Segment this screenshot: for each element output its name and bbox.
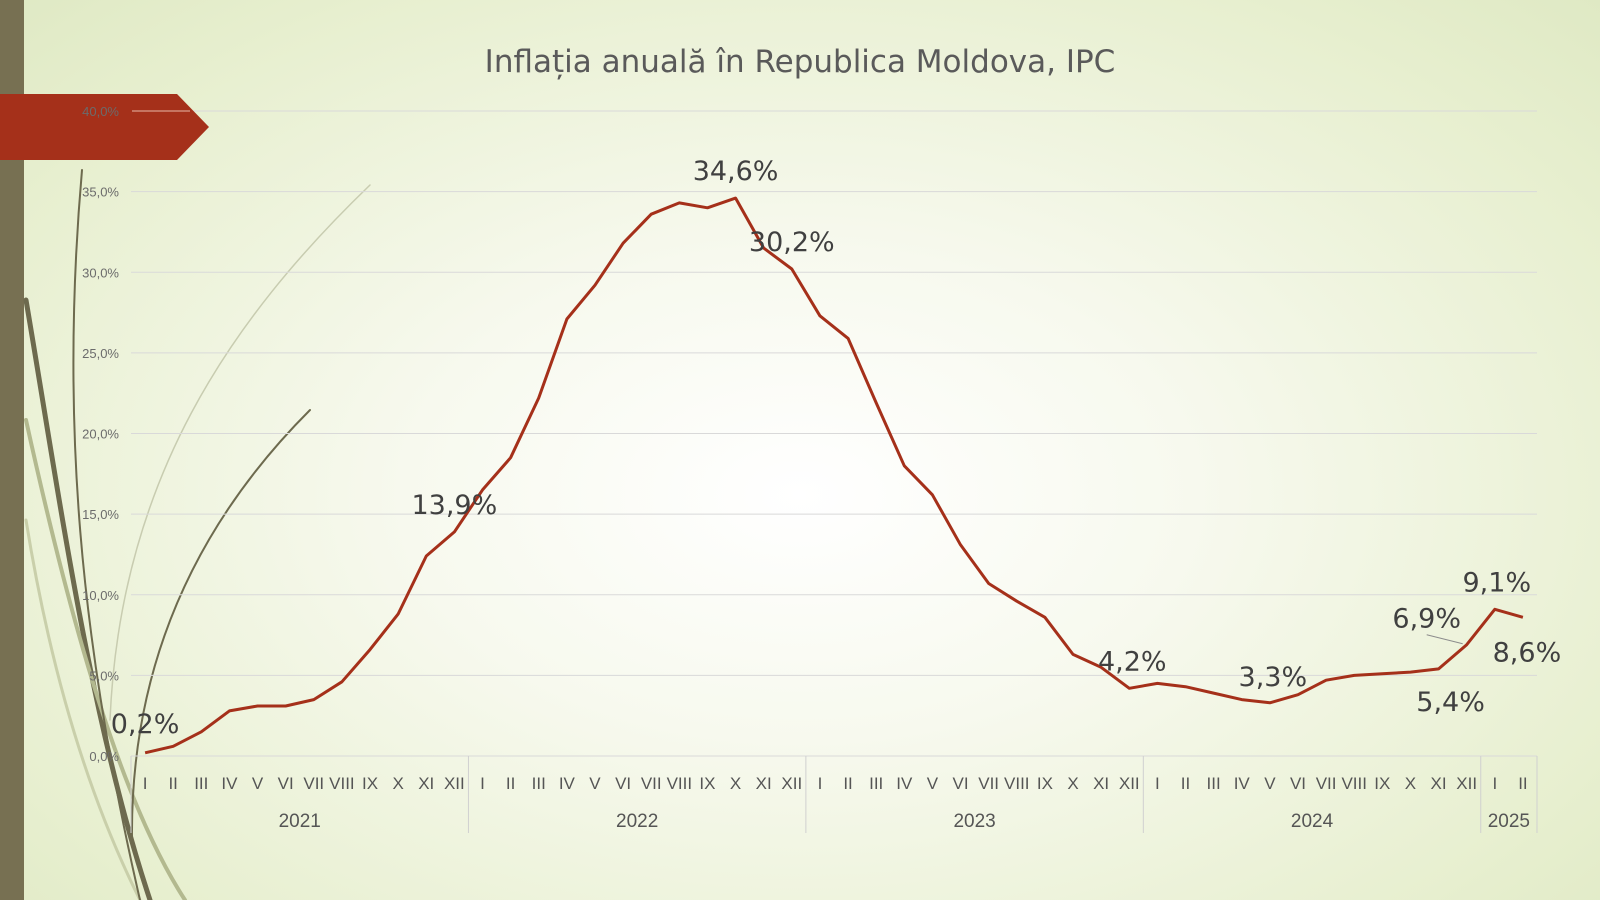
- x-tick-label: III: [532, 774, 546, 793]
- x-tick-label: IX: [699, 774, 715, 793]
- x-tick-label: II: [843, 774, 852, 793]
- data-labels: 0,2% 13,9% 34,6% 30,2% 4,2% 3,3% 5,4% 6,9%9,1% 8…: [111, 156, 1561, 740]
- y-tick-label: 5,0%: [89, 668, 119, 683]
- x-tick-label: IV: [559, 774, 576, 793]
- x-tick-label: XII: [444, 774, 465, 793]
- y-tick-label-top: 40,0%: [82, 104, 119, 119]
- y-tick-label: 15,0%: [82, 507, 119, 522]
- x-tick-label: XI: [1431, 774, 1447, 793]
- year-label: 2022: [616, 811, 658, 832]
- data-label: 6,9%: [1392, 604, 1461, 635]
- x-tick-label: VII: [1316, 774, 1337, 793]
- y-tick-label: 20,0%: [82, 427, 119, 442]
- x-tick-label: X: [730, 774, 741, 793]
- y-tick-label: 10,0%: [82, 588, 119, 603]
- x-tick-label: I: [818, 774, 823, 793]
- x-tick-label: VII: [641, 774, 662, 793]
- x-tick-label: I: [1492, 774, 1497, 793]
- x-tick-label: IV: [221, 774, 238, 793]
- data-label: 30,2%: [749, 227, 835, 258]
- x-tick-label: XI: [418, 774, 434, 793]
- x-tick-label: XII: [1456, 774, 1477, 793]
- x-tick-label: II: [1518, 774, 1527, 793]
- decorative-swooshes: [23, 169, 371, 900]
- x-tick-label: I: [480, 774, 485, 793]
- x-tick-label: XI: [1093, 774, 1109, 793]
- gridlines: [131, 110, 1537, 757]
- x-tick-label: IV: [1234, 774, 1251, 793]
- x-tick-label: VII: [303, 774, 324, 793]
- x-tick-label: VII: [978, 774, 999, 793]
- y-tick-label: 30,0%: [82, 265, 119, 280]
- data-label: 8,6%: [1493, 637, 1562, 668]
- x-tick-label: VI: [953, 774, 969, 793]
- data-label: 9,1%: [1463, 567, 1532, 598]
- year-label: 2023: [953, 811, 995, 832]
- y-axis: 0,0%5,0%10,0%15,0%20,0%25,0%30,0%35,0%40…: [82, 185, 119, 764]
- x-tick-label: X: [1405, 774, 1416, 793]
- year-label: 2025: [1488, 811, 1530, 832]
- x-tick-label: VI: [1290, 774, 1306, 793]
- y-tick-label: 35,0%: [82, 185, 119, 200]
- x-tick-label: IX: [1374, 774, 1390, 793]
- x-tick-label: V: [1264, 774, 1276, 793]
- x-tick-label: XI: [756, 774, 772, 793]
- data-label: 3,3%: [1239, 662, 1308, 693]
- x-tick-label: IX: [362, 774, 378, 793]
- y-tick-label: 25,0%: [82, 346, 119, 361]
- data-label: 4,2%: [1098, 646, 1167, 677]
- y-tick-label: 0,0%: [89, 749, 119, 764]
- data-label: 0,2%: [111, 709, 180, 740]
- x-tick-label: VI: [615, 774, 631, 793]
- label-leader-line: [1426, 634, 1463, 645]
- x-tick-label: V: [589, 774, 601, 793]
- data-label: 13,9%: [411, 490, 497, 521]
- x-tick-label: II: [168, 774, 177, 793]
- x-tick-label: I: [1155, 774, 1160, 793]
- x-tick-label: VIII: [1004, 774, 1030, 793]
- x-tick-label: XII: [781, 774, 802, 793]
- data-label: 5,4%: [1416, 687, 1485, 718]
- x-tick-label: III: [1207, 774, 1221, 793]
- x-tick-label: VI: [278, 774, 294, 793]
- year-label: 2024: [1291, 811, 1334, 832]
- chart-title: Inflația anuală în Republica Moldova, IP…: [484, 44, 1116, 80]
- x-tick-label: VIII: [667, 774, 693, 793]
- x-axis: I II III IV V VI VII VIII IX X XI XII I II III IV V VI VII…: [130, 756, 1538, 833]
- x-tick-label: V: [927, 774, 939, 793]
- x-tick-label: XII: [1119, 774, 1140, 793]
- data-label: 34,6%: [693, 156, 779, 187]
- x-tick-label: IV: [896, 774, 913, 793]
- x-tick-label: X: [392, 774, 403, 793]
- x-tick-label: III: [869, 774, 883, 793]
- x-tick-label: II: [1181, 774, 1190, 793]
- series-line: [144, 196, 1524, 755]
- x-tick-label: III: [194, 774, 208, 793]
- x-tick-label: V: [252, 774, 264, 793]
- x-tick-label: IX: [1037, 774, 1053, 793]
- x-tick-label: X: [1067, 774, 1078, 793]
- year-label: 2021: [279, 811, 321, 832]
- x-tick-label: VIII: [1341, 774, 1367, 793]
- x-tick-label: VIII: [329, 774, 355, 793]
- x-tick-label: II: [506, 774, 515, 793]
- x-tick-label: I: [143, 774, 148, 793]
